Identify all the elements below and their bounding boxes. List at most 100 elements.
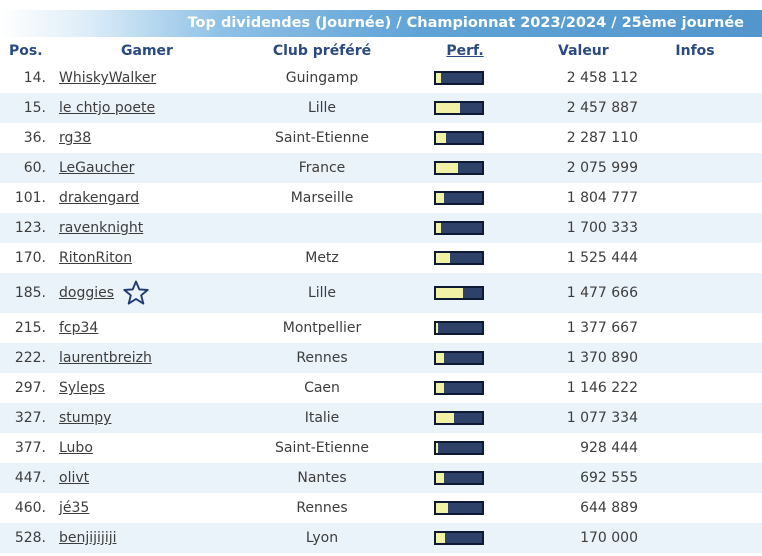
gamer-link[interactable]: RitonRiton: [59, 250, 133, 266]
dividend-value: 1 146 222: [566, 380, 638, 396]
gamer-link[interactable]: stumpy: [59, 410, 112, 426]
gamer-link[interactable]: Syleps: [59, 380, 105, 396]
perf-bar: [434, 286, 484, 300]
gamer-cell: stumpy: [59, 403, 111, 433]
gamer-cell: drakengard: [59, 183, 139, 213]
perf-bar: [434, 531, 484, 545]
rank-position: 101.: [14, 190, 46, 206]
dividend-value: 2 457 887: [566, 100, 638, 116]
rank-position: 170.: [14, 250, 46, 266]
club-name: Caen: [304, 380, 340, 396]
perf-cell: [434, 373, 484, 403]
rank-position: 14.: [23, 70, 46, 86]
dividend-value: 1 077 334: [566, 410, 638, 426]
perf-bar-fill: [436, 133, 447, 143]
rank-position: 327.: [14, 410, 46, 426]
table-row: 15. le chtjo poete Lille 2 457 887: [0, 93, 762, 123]
header-banner: Top dividendes (Journée) / Championnat 2…: [0, 10, 762, 37]
ranking-table: 14. WhiskyWalker Guingamp 2 458 112 15. le ch…: [0, 63, 762, 553]
club-name: Nantes: [297, 470, 347, 486]
gamer-link[interactable]: rg38: [59, 130, 92, 146]
dividend-value: 1 700 333: [566, 220, 638, 236]
perf-bar: [434, 251, 484, 265]
table-row: 528. benjijijiji Lyon 170 000: [0, 523, 762, 553]
table-row: 36. rg38 Saint-Etienne 2 287 110: [0, 123, 762, 153]
club-name: Metz: [305, 250, 339, 266]
dividend-value: 1 377 667: [566, 320, 638, 336]
table-row: 327. stumpy Italie 1 077 334: [0, 403, 762, 433]
rank-position: 222.: [14, 350, 46, 366]
gamer-cell: jé35: [59, 493, 89, 523]
perf-bar-fill: [436, 383, 445, 393]
table-row: 14. WhiskyWalker Guingamp 2 458 112: [0, 63, 762, 93]
dividend-value: 2 287 110: [566, 130, 638, 146]
gamer-link[interactable]: doggies: [59, 285, 115, 301]
perf-bar-fill: [436, 163, 459, 173]
club-name: Rennes: [296, 350, 348, 366]
club-name: Marseille: [290, 190, 354, 206]
gamer-link[interactable]: ravenknight: [59, 220, 144, 236]
club-name: Montpellier: [282, 320, 362, 336]
perf-bar-fill: [436, 353, 445, 363]
dividend-value: 1 525 444: [566, 250, 638, 266]
dividend-value: 170 000: [580, 530, 638, 546]
gamer-cell: LeGaucher: [59, 153, 134, 183]
perf-bar-fill: [436, 223, 441, 233]
perf-bar-fill: [436, 473, 445, 483]
perf-cell: [434, 243, 484, 273]
gamer-cell: benjijijiji: [59, 523, 117, 553]
perf-bar: [434, 501, 484, 515]
gamer-link[interactable]: laurentbreizh: [59, 350, 152, 366]
table-row: 185. doggies Lille 1 477 666: [0, 273, 762, 313]
dividend-value: 1 477 666: [566, 285, 638, 301]
perf-cell: [434, 313, 484, 343]
club-name: Italie: [304, 410, 340, 426]
gamer-cell: Lubo: [59, 433, 93, 463]
perf-cell: [434, 183, 484, 213]
perf-cell: [434, 93, 484, 123]
gamer-link[interactable]: fcp34: [59, 320, 99, 336]
rank-position: 123.: [14, 220, 46, 236]
perf-bar: [434, 351, 484, 365]
perf-bar-fill: [436, 533, 446, 543]
dividend-value: 692 555: [580, 470, 638, 486]
gamer-cell: laurentbreizh: [59, 343, 152, 373]
gamer-link[interactable]: LeGaucher: [59, 160, 135, 176]
star-icon[interactable]: [123, 280, 149, 306]
gamer-link[interactable]: WhiskyWalker: [59, 70, 157, 86]
table-row: 215. fcp34 Montpellier 1 377 667: [0, 313, 762, 343]
perf-cell: [434, 403, 484, 433]
perf-bar-fill: [436, 73, 441, 83]
gamer-cell: WhiskyWalker: [59, 63, 156, 93]
gamer-link[interactable]: Lubo: [59, 440, 93, 456]
perf-cell: [434, 63, 484, 93]
table-row: 123. ravenknight 1 700 333: [0, 213, 762, 243]
gamer-link[interactable]: drakengard: [59, 190, 140, 206]
club-name: Guingamp: [285, 70, 359, 86]
gamer-cell: Syleps: [59, 373, 105, 403]
perf-bar: [434, 161, 484, 175]
club-name: Lille: [307, 100, 337, 116]
gamer-link[interactable]: le chtjo poete: [59, 100, 156, 116]
perf-bar: [434, 101, 484, 115]
perf-bar-fill: [436, 253, 450, 263]
rank-position: 460.: [14, 500, 46, 516]
gamer-cell: RitonRiton: [59, 243, 132, 273]
gamer-link[interactable]: olivt: [59, 470, 90, 486]
gamer-link[interactable]: benjijijiji: [59, 530, 117, 546]
gamer-cell: ravenknight: [59, 213, 143, 243]
perf-cell: [434, 433, 484, 463]
perf-cell: [434, 213, 484, 243]
gamer-cell: doggies: [59, 273, 149, 313]
perf-cell: [434, 273, 484, 313]
table-row: 60. LeGaucher France 2 075 999: [0, 153, 762, 183]
perf-bar-fill: [436, 288, 463, 298]
dividend-value: 928 444: [580, 440, 638, 456]
column-header-pos: Pos.: [9, 43, 43, 59]
perf-bar: [434, 221, 484, 235]
rank-position: 528.: [14, 530, 46, 546]
club-name: Rennes: [296, 500, 348, 516]
dividend-value: 2 458 112: [566, 70, 638, 86]
gamer-link[interactable]: jé35: [59, 500, 90, 516]
rank-position: 60.: [23, 160, 46, 176]
